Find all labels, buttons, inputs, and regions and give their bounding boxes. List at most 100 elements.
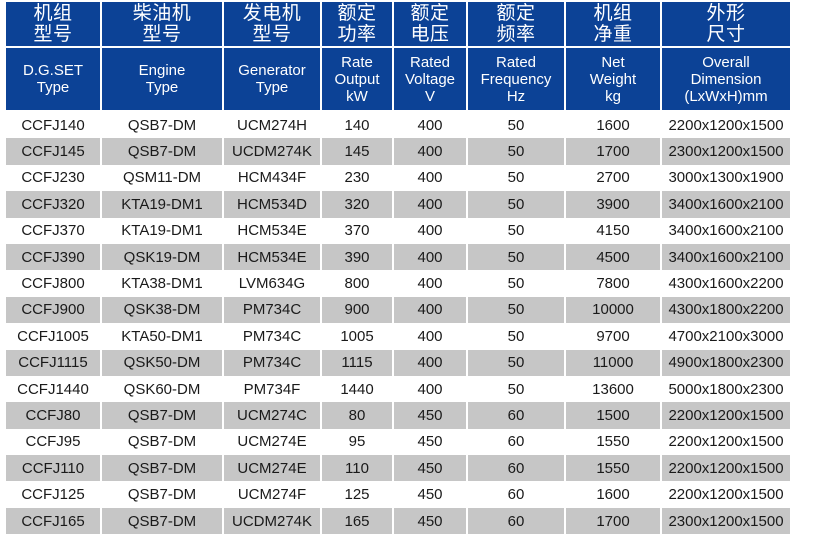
column-header-cn-3: 额定 功率 xyxy=(320,0,394,48)
table-cell-r1-c5: 50 xyxy=(466,138,566,165)
header-line: 型号 xyxy=(252,24,292,45)
table-row: CCFJ95 QSB7-DM UCM274E 95 450 60 1550 2200x1200… xyxy=(4,428,792,456)
table-cell-r14-c3: 125 xyxy=(320,481,394,508)
table-cell-r7-c7: 4300x1800x2200 xyxy=(660,296,792,324)
table-cell-r0-c6: 1600 xyxy=(564,111,662,139)
column-header-cn-2: 发电机 型号 xyxy=(222,0,322,48)
header-line: Generator xyxy=(238,62,306,79)
table-cell-r5-c5: 50 xyxy=(466,243,566,271)
header-line: Rated xyxy=(409,53,451,71)
table-cell-r6-c3: 800 xyxy=(320,270,394,297)
table-cell-r0-c0: CCFJ140 xyxy=(4,111,102,139)
table-row: CCFJ1005 KTA50-DM1 PM734C 1005 400 50 9700 4700… xyxy=(4,323,792,350)
table-cell-r6-c5: 50 xyxy=(466,270,566,297)
header-line: Type xyxy=(36,79,70,96)
table-cell-r13-c1: QSB7-DM xyxy=(100,455,224,482)
header-line: kW xyxy=(346,87,368,105)
table-cell-r10-c6: 13600 xyxy=(564,375,662,403)
table-cell-r3-c5: 50 xyxy=(466,191,566,218)
header-line: 电压 xyxy=(410,24,450,45)
table-cell-r8-c6: 9700 xyxy=(564,323,662,350)
header-line: Output xyxy=(334,70,380,88)
table-header: 机组 型号 柴油机 型号 发电机 型号 额定 功率 额定 电压 额定 频率 机组 净重 外形 尺寸 D.G.S… xyxy=(4,0,792,112)
column-header-cn-0: 机组 型号 xyxy=(4,0,102,48)
table-cell-r7-c0: CCFJ900 xyxy=(4,296,102,324)
table-cell-r15-c5: 60 xyxy=(466,507,566,534)
table-cell-r8-c4: 400 xyxy=(392,323,468,350)
header-line: 额定 xyxy=(410,3,450,24)
header-row-chinese: 机组 型号 柴油机 型号 发电机 型号 额定 功率 额定 电压 额定 频率 机组 净重 外形 尺寸 xyxy=(4,0,792,48)
column-header-cn-6: 机组 净重 xyxy=(564,0,662,48)
header-line: Type xyxy=(255,79,289,96)
table-cell-r15-c0: CCFJ165 xyxy=(4,507,102,534)
table-cell-r11-c7: 2200x1200x1500 xyxy=(660,402,792,429)
table-cell-r10-c3: 1440 xyxy=(320,375,394,403)
table-cell-r6-c2: LVM634G xyxy=(222,270,322,297)
table-cell-r15-c1: QSB7-DM xyxy=(100,507,224,534)
table-cell-r11-c1: QSB7-DM xyxy=(100,402,224,429)
table-cell-r10-c4: 400 xyxy=(392,375,468,403)
table-cell-r1-c7: 2300x1200x1500 xyxy=(660,138,792,165)
table-cell-r9-c4: 400 xyxy=(392,349,468,376)
header-line: Dimension xyxy=(690,70,762,88)
table-cell-r6-c0: CCFJ800 xyxy=(4,270,102,297)
table-cell-r7-c6: 10000 xyxy=(564,296,662,324)
table-cell-r13-c3: 110 xyxy=(320,455,394,482)
table-cell-r4-c7: 3400x1600x2100 xyxy=(660,217,792,244)
table-row: CCFJ80 QSB7-DM UCM274C 80 450 60 1500 2200x1200… xyxy=(4,402,792,429)
table-cell-r4-c0: CCFJ370 xyxy=(4,217,102,244)
header-line: Weight xyxy=(589,70,637,88)
table-cell-r9-c5: 50 xyxy=(466,349,566,376)
header-line: 额定 xyxy=(337,3,377,24)
table-cell-r3-c3: 320 xyxy=(320,191,394,218)
table-cell-r0-c1: QSB7-DM xyxy=(100,111,224,139)
table-cell-r0-c3: 140 xyxy=(320,111,394,139)
table-cell-r13-c5: 60 xyxy=(466,455,566,482)
table-row: CCFJ320 KTA19-DM1 HCM534D 320 400 50 3900 3400x… xyxy=(4,191,792,218)
table-cell-r12-c2: UCM274E xyxy=(222,428,322,456)
table-cell-r10-c1: QSK60-DM xyxy=(100,375,224,403)
table-cell-r8-c7: 4700x2100x3000 xyxy=(660,323,792,350)
table-cell-r10-c0: CCFJ1440 xyxy=(4,375,102,403)
header-line: (LxWxH)mm xyxy=(684,87,768,105)
table-cell-r9-c2: PM734C xyxy=(222,349,322,376)
table-cell-r8-c3: 1005 xyxy=(320,323,394,350)
table-cell-r5-c2: HCM534E xyxy=(222,243,322,271)
table-cell-r15-c6: 1700 xyxy=(564,507,662,534)
header-line: D.G.SET xyxy=(22,62,83,79)
table-cell-r13-c0: CCFJ110 xyxy=(4,455,102,482)
table-row: CCFJ1440 QSK60-DM PM734F 1440 400 50 13600 5000… xyxy=(4,375,792,403)
table-cell-r11-c0: CCFJ80 xyxy=(4,402,102,429)
table-row: CCFJ110 QSB7-DM UCM274E 110 450 60 1550 2200x12… xyxy=(4,455,792,482)
table-cell-r8-c2: PM734C xyxy=(222,323,322,350)
table-cell-r8-c0: CCFJ1005 xyxy=(4,323,102,350)
table-cell-r12-c7: 2200x1200x1500 xyxy=(660,428,792,456)
table-cell-r2-c6: 2700 xyxy=(564,164,662,192)
table-cell-r11-c6: 1500 xyxy=(564,402,662,429)
column-header-en-4: Rated Voltage V xyxy=(392,46,468,112)
header-line: kg xyxy=(605,87,621,105)
table-cell-r12-c6: 1550 xyxy=(564,428,662,456)
header-line: 外形 xyxy=(706,3,746,24)
table-cell-r14-c5: 60 xyxy=(466,481,566,508)
header-line: Hz xyxy=(506,87,526,105)
table-cell-r13-c4: 450 xyxy=(392,455,468,482)
table-cell-r0-c2: UCM274H xyxy=(222,111,322,139)
header-line: Net xyxy=(601,53,625,71)
table-cell-r5-c1: QSK19-DM xyxy=(100,243,224,271)
header-line: Rated xyxy=(495,53,537,71)
header-line: 频率 xyxy=(496,24,536,45)
generator-spec-table-container: 机组 型号 柴油机 型号 发电机 型号 额定 功率 额定 电压 额定 频率 机组 净重 外形 尺寸 D.G.S… xyxy=(4,0,792,534)
header-line: V xyxy=(424,87,435,105)
table-row: CCFJ140 QSB7-DM UCM274H 140 400 50 1600 2200x12… xyxy=(4,111,792,139)
table-cell-r11-c5: 60 xyxy=(466,402,566,429)
table-cell-r14-c2: UCM274F xyxy=(222,481,322,508)
table-cell-r3-c6: 3900 xyxy=(564,191,662,218)
table-row: CCFJ800 KTA38-DM1 LVM634G 800 400 50 7800 4300x… xyxy=(4,270,792,297)
table-cell-r2-c4: 400 xyxy=(392,164,468,192)
table-cell-r12-c4: 450 xyxy=(392,428,468,456)
table-cell-r2-c5: 50 xyxy=(466,164,566,192)
table-cell-r2-c2: HCM434F xyxy=(222,164,322,192)
table-body: CCFJ140 QSB7-DM UCM274H 140 400 50 1600 2200x12… xyxy=(4,111,792,534)
table-cell-r14-c6: 1600 xyxy=(564,481,662,508)
